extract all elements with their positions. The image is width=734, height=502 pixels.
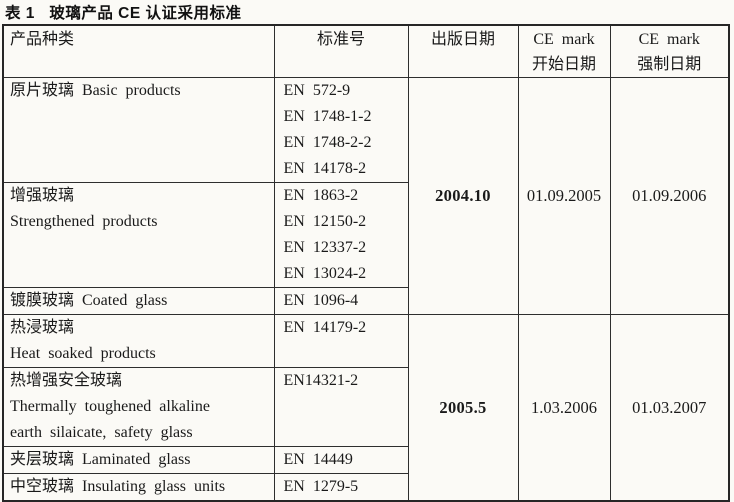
- standard-number: EN 1096-4: [283, 292, 359, 309]
- publish-date-cell: 2005.5: [407, 314, 519, 502]
- header-row: 产品种类 标准号 出版日期 CE mark 开始日期 CE mark 强制日期: [2, 24, 730, 78]
- table-row-heat-soaked: 热浸玻璃 Heat soaked products EN 14179-2 200…: [2, 314, 730, 502]
- header-standard-number: 标准号: [273, 24, 409, 78]
- table-row-thermally-toughened: 热增强安全玻璃 Thermally toughened alkaline ear…: [2, 367, 729, 447]
- product-cell: 中空玻璃 Insulating glass units: [2, 473, 275, 502]
- standards-cell: EN 1863-2 EN 12150-2 EN 12337-2 EN 13024…: [273, 182, 409, 288]
- header-label: 标准号: [316, 31, 365, 48]
- standards-cell: EN 14179-2: [273, 314, 409, 368]
- table-caption: 表 1 玻璃产品 CE 认证采用标准: [5, 5, 242, 22]
- table-row-laminated-glass: 夹层玻璃 Laminated glass EN 14449: [2, 446, 729, 474]
- ce-start-date-cell: 1.03.2006: [517, 314, 611, 502]
- product-cell: 镀膜玻璃 Coated glass: [2, 287, 275, 315]
- product-line: Heat soaked products: [10, 345, 156, 362]
- publish-date-cell: 2004.10: [407, 77, 519, 315]
- header-ce-mandatory-date: CE mark 强制日期: [609, 24, 730, 78]
- standard-number: EN 1279-5: [283, 478, 359, 495]
- ce-start-date-cell: 01.09.2005: [517, 77, 611, 315]
- standard-number: EN 14178-2: [283, 160, 367, 177]
- standard-number: EN 14449: [283, 451, 353, 468]
- header-product-category: 产品种类: [2, 24, 275, 78]
- standards-cell: EN14321-2: [273, 367, 409, 447]
- product-line: 中空玻璃 Insulating glass units: [10, 478, 226, 495]
- ce-standards-table: 产品种类 标准号 出版日期 CE mark 开始日期 CE mark 强制日期 …: [2, 24, 730, 502]
- product-cell: 原片玻璃 Basic products: [2, 77, 275, 183]
- standards-cell: EN 572-9 EN 1748-1-2 EN 1748-2-2 EN 1417…: [273, 77, 409, 183]
- product-line: 热增强安全玻璃: [10, 372, 123, 389]
- header-ce-start-date: CE mark 开始日期: [517, 24, 611, 78]
- ce-mandatory-date-cell: 01.09.2006: [609, 77, 730, 315]
- product-line: Strengthened products: [10, 213, 158, 230]
- standard-number: EN 14179-2: [283, 319, 367, 336]
- header-label-line: CE mark: [638, 31, 700, 48]
- header-publish-date: 出版日期: [407, 24, 519, 78]
- header-label-line: 开始日期: [531, 56, 596, 73]
- standards-cell: EN 14449: [273, 446, 409, 474]
- product-line: 夹层玻璃 Laminated glass: [10, 451, 191, 468]
- product-line: earth silaicate, safety glass: [10, 424, 193, 441]
- header-label-line: 强制日期: [637, 56, 702, 73]
- ce-mandatory-date-cell: 01.03.2007: [609, 314, 730, 502]
- product-line: Thermally toughened alkaline: [10, 398, 210, 415]
- standard-number: EN14321-2: [283, 372, 359, 389]
- product-line: 增强玻璃: [10, 187, 75, 204]
- table-row-strengthened-products: 增强玻璃 Strengthened products EN 1863-2 EN …: [2, 182, 729, 288]
- product-line: 原片玻璃 Basic products: [10, 82, 181, 99]
- product-cell: 热增强安全玻璃 Thermally toughened alkaline ear…: [2, 367, 275, 447]
- standard-number: EN 13024-2: [283, 265, 367, 282]
- table-row-basic-products: 原片玻璃 Basic products EN 572-9 EN 1748-1-2…: [2, 77, 730, 315]
- standards-cell: EN 1279-5: [273, 473, 409, 502]
- product-cell: 增强玻璃 Strengthened products: [2, 182, 275, 288]
- standard-number: EN 1748-1-2: [283, 108, 372, 125]
- standard-number: EN 1863-2: [283, 187, 359, 204]
- header-label: 出版日期: [430, 31, 495, 48]
- standard-number: EN 12150-2: [283, 213, 367, 230]
- product-line: 热浸玻璃: [10, 319, 75, 336]
- standard-number: EN 572-9: [283, 82, 351, 99]
- standards-cell: EN 1096-4: [273, 287, 409, 315]
- table-row-coated-glass: 镀膜玻璃 Coated glass EN 1096-4: [2, 287, 729, 315]
- header-label-line: CE mark: [533, 31, 595, 48]
- header-label: 产品种类: [10, 31, 75, 48]
- standard-number: EN 1748-2-2: [283, 134, 372, 151]
- standard-number: EN 12337-2: [283, 239, 367, 256]
- product-cell: 夹层玻璃 Laminated glass: [2, 446, 275, 474]
- product-cell: 热浸玻璃 Heat soaked products: [2, 314, 275, 368]
- product-line: 镀膜玻璃 Coated glass: [10, 292, 168, 309]
